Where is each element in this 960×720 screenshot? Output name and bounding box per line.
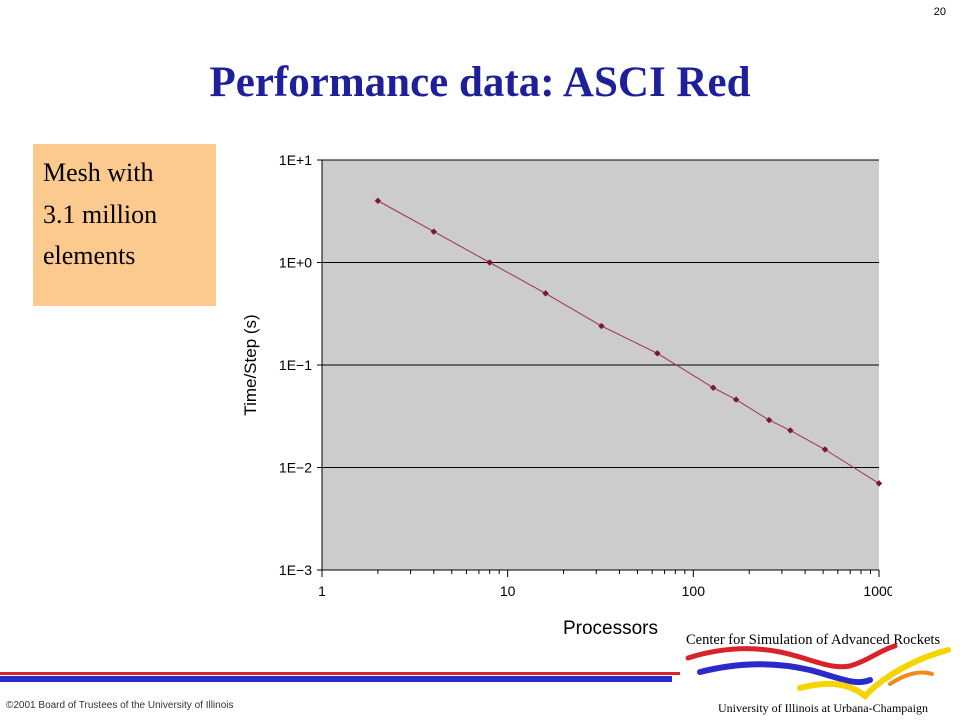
university-name: University of Illinois at Urbana-Champai… (718, 701, 928, 715)
x-tick-label: 1000 (863, 583, 892, 599)
data-point (654, 350, 661, 357)
logo-swoosh-yellow (797, 647, 951, 701)
y-tick-label: 1E+1 (279, 152, 312, 168)
copyright-notice: ©2001 Board of Trustees of the Universit… (6, 700, 234, 711)
y-tick-label: 1E+0 (279, 255, 312, 271)
data-point (787, 427, 794, 434)
x-tick-label: 100 (682, 583, 706, 599)
data-point (430, 228, 437, 235)
callout-line: 3.1 million (43, 199, 158, 229)
page-number: 20 (933, 6, 946, 18)
data-point (486, 259, 493, 266)
y-axis-label: Time/Step (s) (241, 314, 260, 415)
data-point (732, 396, 740, 403)
data-point (374, 197, 382, 204)
mesh-callout-box: Mesh with 3.1 million elements (33, 144, 216, 306)
center-name: Center for Simulation of Advanced Rocket… (686, 632, 941, 648)
data-point (710, 384, 717, 391)
data-point (542, 290, 549, 297)
slide-title: Performance data: ASCI Red (209, 59, 751, 106)
x-tick-label: 1 (318, 583, 326, 599)
data-point (765, 416, 773, 424)
x-tick-label: 10 (500, 583, 516, 599)
footer-rule-red (0, 672, 680, 675)
y-tick-label: 1E−3 (279, 562, 312, 578)
data-point (598, 322, 605, 330)
logo-swoosh-orange (888, 670, 934, 686)
data-point (821, 446, 829, 453)
logo-swoosh-blue (697, 661, 873, 686)
footer-rule-blue (0, 676, 672, 682)
callout-line: elements (43, 241, 136, 271)
series-line (377, 200, 880, 484)
csar-logo-swooshes (685, 643, 951, 701)
data-point (875, 480, 883, 487)
y-tick-label: 1E−2 (279, 460, 312, 476)
callout-line: Mesh with (43, 158, 154, 187)
performance-chart: 1E+1 1E+0 1E−1 1E−2 1E−3 1 10 100 1000 Processors… (241, 152, 892, 639)
x-axis-label: Processors (563, 618, 658, 639)
logo-swoosh-red (685, 643, 898, 670)
y-tick-label: 1E−1 (279, 357, 312, 373)
